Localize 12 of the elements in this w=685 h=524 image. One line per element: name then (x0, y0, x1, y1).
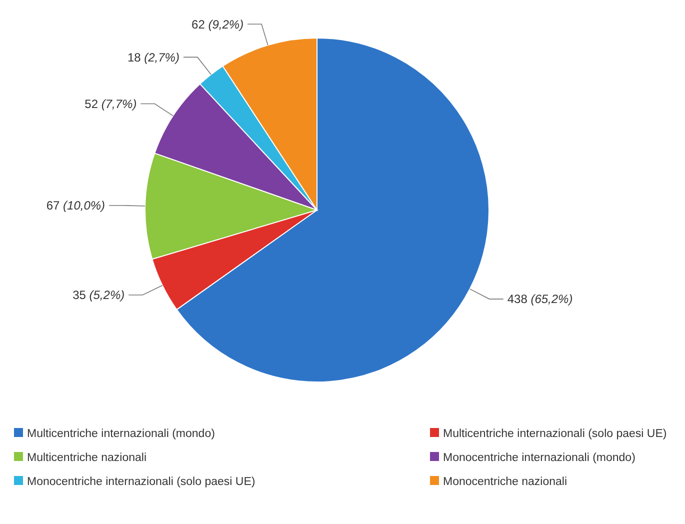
data-label: 18 (2,7%) (127, 50, 180, 64)
data-label: 62 (9,2%) (192, 17, 244, 32)
legend-label: Monocentriche nazionali (443, 476, 568, 488)
legend-label: Monocentriche internazionali (solo paesi UE) (27, 476, 256, 488)
data-label: 35 (5,2%) (72, 288, 125, 302)
data-label: 67 (10,0%) (46, 198, 106, 213)
data-label: 52 (7,7%) (84, 96, 137, 111)
legend-label: Multicentriche internazionali (solo paesi UE) (443, 428, 667, 440)
data-label: 438 (65,2%) (507, 292, 573, 306)
legend-label: Multicentriche internazionali (mondo) (27, 428, 216, 440)
legend-label: Monocentriche internazionali (mondo) (443, 452, 636, 464)
legend-label: Multicentriche nazionali (27, 452, 147, 464)
